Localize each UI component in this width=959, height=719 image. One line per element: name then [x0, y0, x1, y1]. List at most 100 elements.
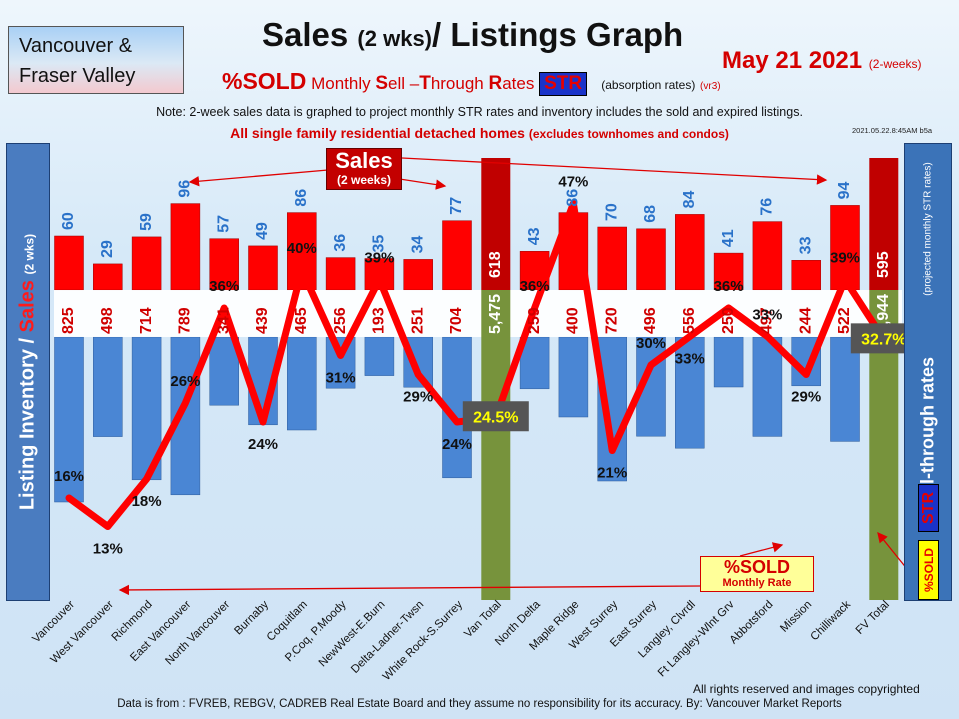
inventory-bar — [752, 336, 783, 437]
inventory-value-label: 825 — [60, 307, 77, 334]
percent-sold-label: 24% — [248, 436, 278, 453]
percent-sold-label: 36% — [714, 278, 744, 295]
total-sales-bar — [869, 158, 899, 290]
sales-callout-sub: (2 weeks) — [336, 173, 392, 187]
inventory-value-label: 400 — [565, 307, 582, 334]
sales-bar — [636, 228, 666, 291]
percent-sold-label: 33% — [675, 351, 705, 368]
sales-value-label: 94 — [836, 182, 853, 200]
percent-sold-label: 18% — [132, 493, 162, 510]
sales-value-label: 33 — [797, 236, 814, 254]
sold-callout-main: %SOLD — [723, 557, 790, 577]
right-sold-badge: %SOLD — [918, 540, 939, 600]
percent-sold-label: 24.5% — [473, 409, 518, 426]
region-label: Vancouver & Fraser Valley — [8, 26, 184, 94]
sales-bar — [248, 245, 278, 291]
sales-callout-main: Sales — [335, 148, 393, 173]
inventory-value-label: 439 — [254, 307, 271, 334]
inventory-value-label: 244 — [797, 307, 814, 334]
sales-bar — [170, 203, 201, 291]
percent-sold-label: 36% — [209, 278, 239, 295]
sold-arrow-left — [118, 584, 701, 596]
sales-bar — [131, 236, 162, 291]
title-small: (2 wks) — [357, 26, 433, 51]
left-banner-period: (2 wks) — [22, 233, 37, 275]
percent-sold-label: 30% — [636, 335, 666, 352]
sales-bar — [675, 214, 705, 291]
percent-sold-label: 32.7% — [861, 331, 906, 348]
percent-sold-label: 39% — [364, 250, 394, 267]
sold-arrow-up — [739, 542, 784, 557]
sales-bar — [403, 259, 433, 291]
region-line2: Fraser Valley — [19, 65, 136, 87]
scope-main: All single family residential detached h… — [230, 125, 525, 141]
sales-bar — [791, 260, 821, 291]
percent-sold-label: 26% — [170, 373, 200, 390]
sales-value-label: 59 — [138, 213, 155, 231]
source-footer: Data is from : FVREB, REBGV, CADREB Real… — [117, 698, 842, 710]
category-tick-label: Mission — [778, 599, 814, 635]
inventory-value-label: 5,475 — [487, 294, 504, 334]
inventory-value-label: 496 — [642, 307, 659, 334]
sales-value-label: 84 — [681, 191, 698, 209]
inventory-bar — [558, 336, 589, 418]
percent-sold-label: 21% — [597, 465, 627, 482]
title-main: Sales — [262, 16, 349, 53]
sales-arrow-right — [401, 157, 828, 185]
total-percent-box — [462, 401, 529, 432]
subtitle-hrough: hrough — [430, 74, 489, 93]
inventory-value-label: 720 — [603, 307, 620, 334]
sales-value-label: 57 — [215, 215, 232, 233]
inventory-value-label: 465 — [293, 307, 310, 334]
subtitle-s: S — [375, 73, 389, 94]
category-tick-label: Chilliwack — [808, 598, 853, 643]
inventory-bar — [209, 336, 239, 406]
total-sales-bar — [481, 158, 511, 290]
left-banner-part1: Listing Inventory / — [16, 337, 39, 511]
sales-value-label: 43 — [526, 227, 543, 245]
left-banner-sales: Sales — [16, 280, 39, 333]
title-rest: / Listings Graph — [432, 16, 684, 53]
sales-value-label: 41 — [720, 229, 737, 247]
sales-bar — [830, 205, 860, 291]
sales-value-label: 49 — [254, 222, 271, 240]
percent-sold-label: 13% — [93, 541, 123, 558]
percent-sold-label: 39% — [830, 250, 860, 267]
category-tick-label: Burnaby — [232, 598, 271, 637]
rights-text: All rights reserved and images copyright… — [693, 682, 920, 696]
inventory-value-label: 789 — [177, 307, 194, 334]
total-band-segment — [481, 290, 511, 337]
right-axis-banner: (projected monthly STR rates) Sell-throu… — [904, 143, 952, 601]
sales-value-label: 595 — [875, 251, 892, 278]
inventory-value-label: 250 — [720, 307, 737, 334]
sales-bar — [54, 235, 84, 291]
sales-value-label: 77 — [448, 197, 465, 215]
category-tick-label: Ft Langley-Wlnt Grv — [656, 598, 737, 679]
subtitle-absorption: (absorption rates) — [601, 78, 696, 92]
sales-value-label: 618 — [487, 251, 504, 278]
sales-bar — [597, 226, 627, 291]
inventory-bar — [830, 336, 860, 442]
percent-sold-label: 31% — [326, 370, 356, 387]
subtitle-t: T — [419, 73, 431, 94]
percent-sold-label: 29% — [403, 389, 433, 406]
subtitle: %SOLD Monthly Sell –Through Rates STR (a… — [222, 68, 721, 96]
right-str-text: STR — [919, 492, 937, 524]
inventory-bar — [325, 336, 356, 389]
right-str-badge: STR — [918, 484, 939, 532]
percent-sold-label: 40% — [287, 240, 317, 257]
note-text: Note: 2-week sales data is graphed to pr… — [156, 105, 803, 119]
sales-bar — [325, 257, 356, 291]
inventory-value-label: 341 — [215, 307, 232, 334]
sales-value-label: 76 — [759, 198, 776, 216]
sales-arrow-left — [188, 169, 329, 187]
sales-value-label: 70 — [603, 203, 620, 221]
inventory-bar — [93, 336, 123, 437]
sales-value-label: 68 — [642, 205, 659, 223]
inventory-bar — [675, 336, 705, 449]
percent-sold-label: 47% — [558, 174, 588, 191]
subtitle-m: Monthly — [311, 74, 376, 93]
subtitle-version: (vr3) — [700, 81, 721, 92]
subtitle-r: R — [488, 73, 503, 94]
category-tick-label: NewWest-E.Burn — [317, 599, 388, 670]
